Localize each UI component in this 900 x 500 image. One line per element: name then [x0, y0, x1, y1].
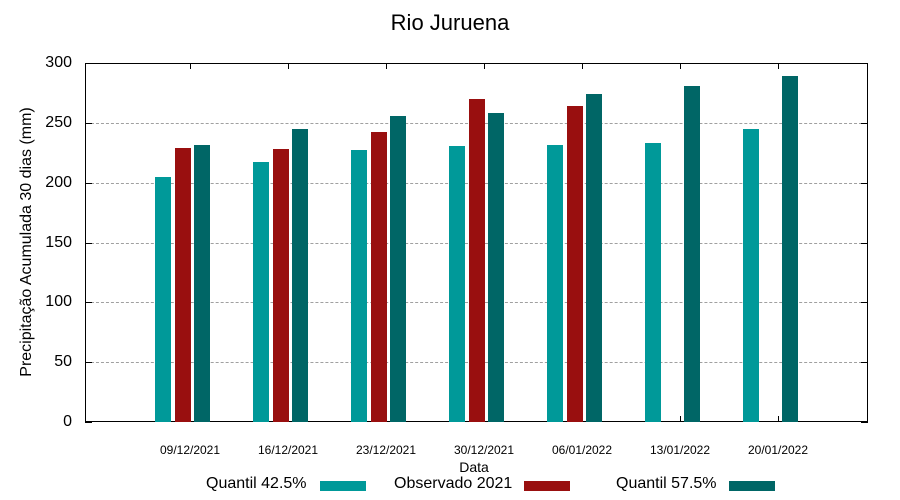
x-tick [778, 63, 779, 69]
bar-observado-2021 [175, 147, 191, 422]
y-tick [861, 182, 868, 184]
x-tick [190, 63, 191, 69]
y-tick [85, 302, 92, 304]
y-tick [85, 63, 92, 64]
bar-observado-2021 [273, 149, 289, 422]
y-tick-label: 250 [45, 113, 72, 131]
y-tick [85, 362, 92, 364]
x-tick-label: 06/01/2022 [551, 443, 613, 457]
legend-swatch [524, 481, 570, 491]
y-tick [861, 122, 868, 124]
bar-quantil-57-5- [586, 94, 602, 422]
y-tick [861, 63, 868, 64]
bar-quantil-42-5- [253, 162, 269, 422]
legend-label: Quantil 57.5% [616, 475, 717, 492]
bar-quantil-42-5- [351, 150, 367, 422]
y-tick-label: 300 [45, 54, 72, 71]
x-tick-label: 23/12/2021 [355, 443, 417, 457]
bar-quantil-42-5- [155, 176, 171, 422]
y-tick-label: 50 [54, 353, 72, 371]
chart-title: Rio Juruena [390, 10, 510, 35]
bar-quantil-57-5- [292, 128, 308, 422]
y-tick [85, 122, 92, 124]
y-tick [85, 182, 92, 184]
x-tick [680, 63, 681, 69]
x-tick [386, 63, 387, 69]
x-axis-title: Data [459, 459, 489, 475]
y-tick [861, 422, 868, 423]
x-tick-label: 16/12/2021 [257, 443, 319, 457]
y-tick-label: 0 [63, 413, 72, 430]
bar-quantil-57-5- [782, 76, 798, 422]
x-tick [582, 63, 583, 69]
x-tick-label: 20/01/2022 [747, 443, 809, 457]
bar-quantil-42-5- [547, 144, 563, 422]
legend-label: Quantil 42.5% [206, 475, 307, 492]
y-tick-label: 200 [45, 173, 72, 191]
y-tick-label: 100 [45, 293, 72, 311]
x-tick-label: 30/12/2021 [453, 443, 515, 457]
y-tick [85, 242, 92, 244]
bar-quantil-42-5- [449, 145, 465, 422]
y-tick-label: 150 [45, 233, 72, 251]
y-tick [861, 362, 868, 364]
x-tick [288, 63, 289, 69]
x-tick-label: 09/12/2021 [159, 443, 221, 457]
legend-swatch [729, 481, 775, 491]
x-tick [778, 416, 779, 422]
bar-observado-2021 [469, 98, 485, 422]
legend-swatch [320, 481, 366, 491]
bar-quantil-42-5- [743, 128, 759, 422]
legend-label: Observado 2021 [394, 475, 513, 492]
x-tick [680, 416, 681, 422]
bar-quantil-42-5- [645, 143, 661, 422]
bar-quantil-57-5- [684, 85, 700, 422]
x-tick [484, 63, 485, 69]
x-tick-label: 13/01/2022 [649, 443, 711, 457]
bar-observado-2021 [371, 132, 387, 422]
bar-observado-2021 [567, 106, 583, 422]
y-tick [861, 302, 868, 304]
bar-quantil-57-5- [194, 144, 210, 422]
y-axis-title: Precipitação Acumulada 30 dias (mm) [18, 107, 35, 377]
y-tick [861, 242, 868, 244]
bar-quantil-57-5- [488, 113, 504, 422]
y-tick [85, 422, 92, 423]
bar-quantil-57-5- [390, 115, 406, 422]
